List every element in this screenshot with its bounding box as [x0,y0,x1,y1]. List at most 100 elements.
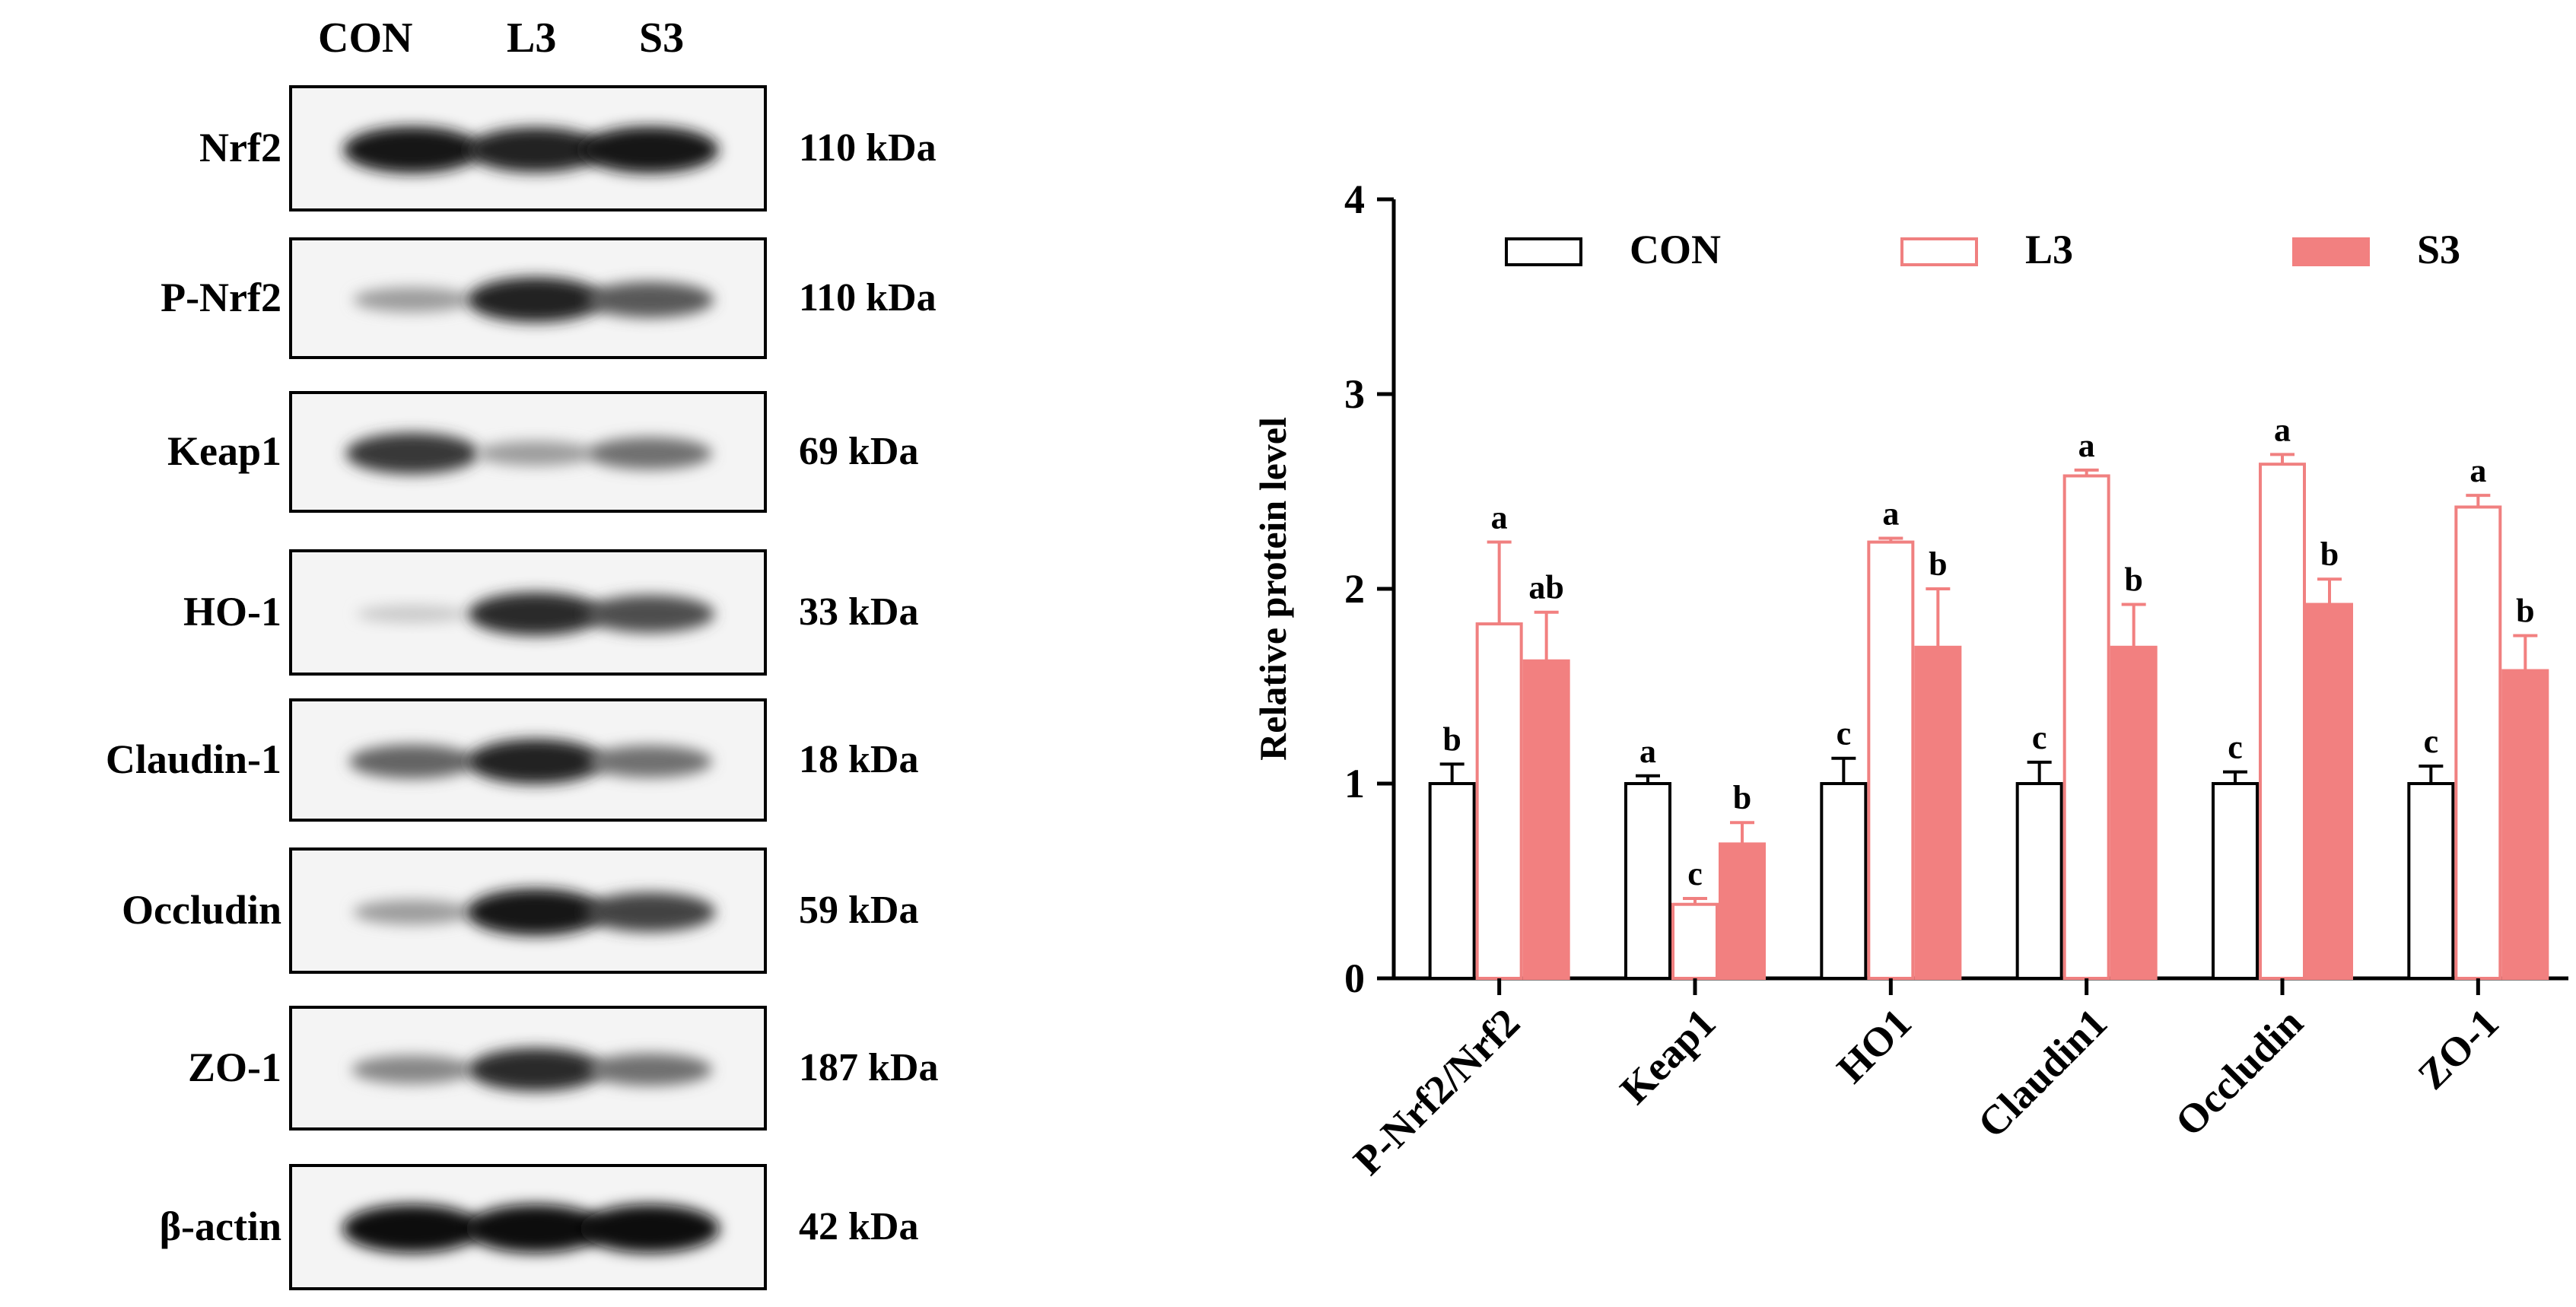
blot-strip [289,698,767,822]
bar-l3 [1475,622,1523,981]
blot-band [467,277,604,323]
blot-band [468,592,603,636]
bar-l3 [2062,474,2110,980]
y-tick-label: 4 [1344,176,1365,222]
significance-letter: a [2469,452,2486,489]
blot-strip [289,549,767,676]
blot-band [587,1053,713,1086]
blot-band [345,432,479,475]
blot-size-label: 69 kDa [799,430,919,473]
blot-label: Keap1 [167,428,281,474]
y-axis-label: Relative protein level [1251,417,1294,761]
x-tick-label: Occludin [2167,1000,2312,1145]
blot-band [584,595,715,633]
blot-band [467,127,604,173]
blot-size-label: 59 kDa [799,889,919,932]
bar-s3 [2306,603,2353,980]
blot-size-label: 33 kDa [799,590,919,634]
blot-strip [289,391,767,513]
bar-con [1624,782,1671,980]
legend-label: CON [1630,227,1721,272]
bar-s3 [2110,645,2158,980]
blot-size-label: 18 kDa [799,738,919,781]
blot-label: β-actin [159,1204,281,1249]
bar-s3 [1522,659,1570,980]
y-tick-label: 0 [1344,956,1365,1001]
significance-letter: ab [1528,569,1563,606]
bar-s3 [2501,669,2549,981]
blot-band [348,744,476,779]
bar-con [1428,782,1476,980]
blot-band [466,889,605,936]
bar-con [2212,782,2259,980]
blot-size-label: 187 kDa [799,1046,939,1089]
significance-letter: c [1687,855,1703,892]
blot-band [466,1204,606,1253]
y-tick-label: 3 [1344,371,1365,417]
blot-band [342,1204,482,1253]
blot-band [585,281,714,318]
blot-label: ZO-1 [187,1045,281,1090]
significance-letter: b [2516,592,2534,629]
blot-label: HO-1 [183,589,281,634]
blot-strip [289,1006,767,1131]
blot-size-label: 42 kDa [799,1205,919,1248]
blot-strip [289,1164,767,1290]
x-tick-label: Keap1 [1611,1000,1725,1113]
blot-band [351,1055,473,1084]
blot-label: P-Nrf2 [161,275,281,320]
bar-l3 [1671,902,1719,980]
blot-strip [289,847,767,974]
bar-l3 [1867,540,1915,980]
lane-header-con: CON [318,14,413,62]
blot-band [587,437,713,470]
blot-strip [289,237,767,359]
bar-con [2407,782,2455,980]
legend-swatch-s3 [2292,237,2370,266]
blot-band [467,739,604,784]
significance-letter: a [2274,411,2291,448]
x-tick-label: P-Nrf2/Nrf2 [1344,1000,1528,1184]
bar-l3 [2259,463,2306,981]
blot-band [476,440,595,466]
blot-label: Nrf2 [199,125,281,170]
blot-band [584,892,716,932]
significance-letter: a [1491,499,1508,536]
significance-letter: c [2032,719,2047,756]
blot-strip [289,85,767,211]
y-tick-label: 1 [1344,761,1365,806]
blot-band [580,126,719,173]
bar-s3 [1719,842,1766,980]
x-tick-label: ZO-1 [2409,1000,2507,1098]
blot-label: Claudin-1 [105,736,281,782]
blot-label: Occludin [121,887,281,933]
x-tick-label: HO1 [1828,1000,1920,1092]
significance-letter: b [1442,720,1461,758]
lane-header-l3: L3 [507,14,557,62]
significance-letter: c [1837,715,1852,752]
blot-size-label: 110 kDa [799,276,937,320]
legend-label: S3 [2417,227,2460,272]
significance-letter: b [1733,779,1751,816]
significance-letter: b [2124,561,2142,598]
y-tick-label: 2 [1344,566,1365,612]
legend-swatch-l3 [1900,237,1978,266]
blot-band [580,1204,720,1253]
blot-size-label: 110 kDa [799,126,937,170]
blot-band [356,605,469,623]
x-tick-label: Claudin1 [1969,1000,2116,1146]
blot-band [468,1048,603,1092]
significance-letter: a [1639,733,1656,770]
blot-band [343,126,482,173]
bar-con [1820,782,1868,980]
blot-band [353,899,472,925]
legend-swatch-con [1505,237,1582,266]
significance-letter: c [2424,723,2439,760]
bar-s3 [1914,645,1962,980]
bar-con [2015,782,2063,980]
significance-letter: b [1929,545,1947,583]
lane-header-s3: S3 [639,14,685,62]
significance-letter: b [2320,536,2339,573]
bar-l3 [2454,505,2502,981]
